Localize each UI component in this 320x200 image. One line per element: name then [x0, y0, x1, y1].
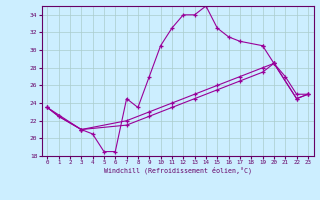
- X-axis label: Windchill (Refroidissement éolien,°C): Windchill (Refroidissement éolien,°C): [104, 167, 252, 174]
